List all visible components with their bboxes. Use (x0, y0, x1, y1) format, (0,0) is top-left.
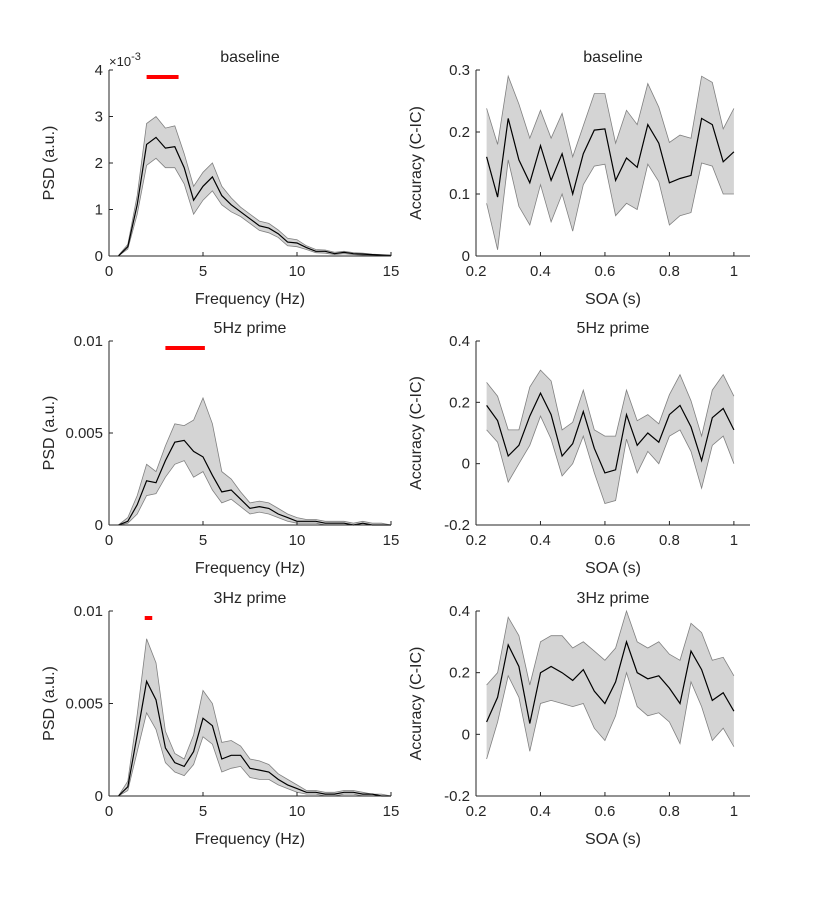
y-axis-label: Accuracy (C-IC) (408, 647, 425, 761)
band-lower-edge (486, 159, 734, 250)
y-tick-label: 4 (95, 62, 103, 79)
chart-title: baseline (583, 49, 643, 66)
y-tick-label: 0.1 (449, 186, 470, 203)
x-tick-label: 1 (730, 263, 738, 280)
mean-line (118, 439, 391, 526)
x-tick-label: 0.2 (466, 532, 487, 549)
band-upper-edge (118, 638, 392, 797)
y-tick-label: 0 (95, 788, 103, 805)
x-tick-label: 0.2 (466, 803, 487, 820)
y-axis-label: PSD (a.u.) (41, 666, 58, 741)
y-tick-label: 0 (95, 517, 103, 534)
x-tick-label: 0.4 (530, 263, 551, 280)
y-axis-label: Accuracy (C-IC) (408, 106, 425, 220)
confidence-band (486, 611, 734, 759)
y-tick-label: -0.2 (444, 517, 470, 534)
band-upper-edge (486, 74, 735, 159)
band-upper-edge (118, 115, 392, 256)
y-axis-label: Accuracy (C-IC) (408, 376, 425, 490)
x-axis-label: SOA (s) (585, 831, 641, 848)
chart-title: 5Hz prime (214, 320, 287, 337)
x-tick-label: 0.4 (530, 803, 551, 820)
y-tick-label: 0.005 (65, 425, 103, 442)
chart-title: 3Hz prime (577, 590, 650, 607)
confidence-band (486, 76, 734, 250)
x-tick-label: 0.2 (466, 263, 487, 280)
x-tick-label: 0 (105, 803, 113, 820)
x-axis-label: SOA (s) (585, 291, 641, 308)
x-tick-label: 10 (289, 263, 306, 280)
x-tick-label: 0.8 (659, 803, 680, 820)
y-tick-label: 0.2 (449, 665, 470, 682)
y-tick-label: 0.005 (65, 696, 103, 713)
x-tick-label: 10 (289, 532, 306, 549)
mean-line (486, 639, 735, 724)
confidence-band (486, 370, 734, 504)
x-tick-label: 0 (105, 532, 113, 549)
chart-panel: 0.2 0.4 0.6 0.8 1 -0.2 0 0.2 0.4 3Hz prime SOA (s)… (408, 590, 750, 848)
mean-line (117, 136, 392, 257)
x-tick-label: 0.6 (595, 532, 616, 549)
y-tick-label: 3 (95, 109, 103, 126)
y-tick-label: 0.01 (74, 603, 103, 620)
mean-line (486, 117, 735, 198)
band-lower-edge (118, 711, 391, 797)
x-tick-label: 1 (730, 803, 738, 820)
x-axis-label: Frequency (Hz) (195, 560, 305, 577)
x-tick-label: 10 (289, 803, 306, 820)
x-axis-label: Frequency (Hz) (195, 291, 305, 308)
x-tick-label: 5 (199, 263, 207, 280)
band-lower-edge (486, 671, 735, 760)
x-tick-label: 0.8 (659, 532, 680, 549)
y-tick-label: 1 (95, 202, 103, 219)
chart-title: baseline (220, 49, 280, 66)
y-tick-label: -0.2 (444, 788, 470, 805)
confidence-band (118, 116, 392, 256)
x-tick-label: 5 (199, 803, 207, 820)
chart-panel: 0.2 0.4 0.6 0.8 1 0 0.1 0.2 0.3 baseline SOA (s) Ac… (408, 49, 750, 308)
confidence-band (118, 638, 392, 796)
y-tick-label: 0 (462, 456, 470, 473)
x-tick-label: 1 (730, 532, 738, 549)
chart-panel: 0 5 10 15 0 0.005 0.01 3Hz prime Frequency (Hz) P… (41, 590, 399, 848)
chart-panel: 0 5 10 15 0 1 2 3 4 ×10-3 baseline Frequency (Hz) PS… (41, 49, 399, 308)
chart-title: 3Hz prime (214, 590, 287, 607)
y-tick-label: 0.2 (449, 394, 470, 411)
y-tick-label: 0.01 (74, 333, 103, 350)
x-tick-label: 15 (383, 532, 400, 549)
x-tick-label: 15 (383, 263, 400, 280)
x-axis-label: Frequency (Hz) (195, 831, 305, 848)
y-exponent-label: ×10-3 (109, 51, 141, 69)
x-tick-label: 0 (105, 263, 113, 280)
chart-panel: 0 5 10 15 0 0.005 0.01 5Hz prime Frequency (Hz) P… (41, 320, 399, 577)
x-tick-label: 0.4 (530, 532, 551, 549)
x-tick-label: 0.8 (659, 263, 680, 280)
x-tick-label: 15 (383, 803, 400, 820)
y-axis-label: PSD (a.u.) (41, 396, 58, 471)
y-tick-label: 2 (95, 155, 103, 172)
y-tick-label: 0 (95, 248, 103, 265)
x-tick-label: 0.6 (595, 263, 616, 280)
mean-line (486, 391, 735, 474)
chart-panel: 0.2 0.4 0.6 0.8 1 -0.2 0 0.2 0.4 5Hz prime SOA (s)… (408, 320, 750, 577)
band-upper-edge (118, 396, 392, 526)
x-axis-label: SOA (s) (585, 560, 641, 577)
band-upper-edge (486, 369, 735, 438)
chart-title: 5Hz prime (577, 320, 650, 337)
y-tick-label: 0.4 (449, 333, 470, 350)
y-tick-label: 0.2 (449, 124, 470, 141)
y-tick-label: 0 (462, 248, 470, 265)
y-axis-label: PSD (a.u.) (41, 126, 58, 201)
band-lower-edge (486, 415, 735, 504)
y-tick-label: 0 (462, 726, 470, 743)
confidence-band (118, 398, 392, 525)
x-tick-label: 0.6 (595, 803, 616, 820)
mean-line (117, 679, 391, 797)
y-tick-label: 0.3 (449, 62, 470, 79)
band-upper-edge (486, 609, 735, 686)
y-tick-label: 0.4 (449, 603, 470, 620)
x-tick-label: 5 (199, 532, 207, 549)
band-lower-edge (118, 157, 392, 257)
